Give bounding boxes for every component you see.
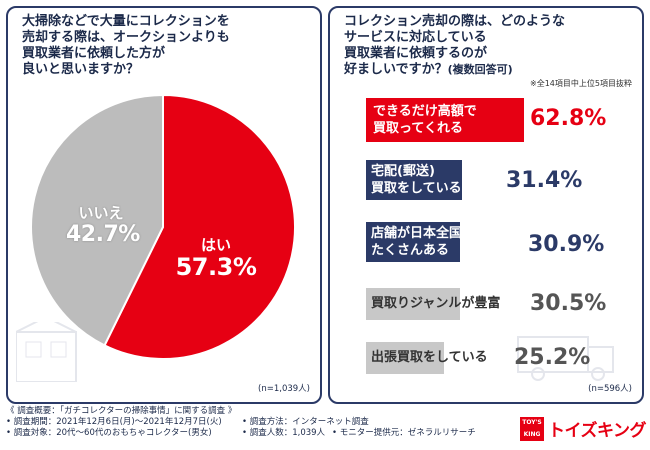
left-question-line: 売却する際は、オークションよりも bbox=[22, 30, 230, 45]
bar-1: できるだけ高額で 買取ってくれる bbox=[366, 98, 524, 142]
bar-3-label-line: 店舗が日本全国に bbox=[371, 226, 476, 241]
bar-1-label-line: できるだけ高額で bbox=[373, 104, 477, 119]
bar-1-label-line: 買取ってくれる bbox=[373, 121, 463, 136]
logo-text: トイズキング bbox=[548, 421, 646, 441]
bar-3-label-line: たくさんある bbox=[371, 243, 450, 258]
left-sample-size: (n=1,039人) bbox=[258, 384, 310, 394]
right-sample-size: (n=596人) bbox=[588, 384, 632, 394]
pie-slice-yes bbox=[103, 93, 296, 360]
background-truck-illustration bbox=[517, 336, 614, 381]
pie-chart bbox=[30, 93, 296, 360]
pie-label-yes-name: はい bbox=[200, 236, 231, 254]
bar-2-label-line: 宅配(郵送) bbox=[371, 164, 435, 179]
right-question: コレクション売却の際は、どのような サービスに対応している 買取業者に依頼するの… bbox=[344, 14, 565, 78]
left-question-line: 大掃除などで大量にコレクションを bbox=[22, 14, 230, 29]
pie-label-yes: はい 57.3% bbox=[173, 236, 259, 280]
footer-method: • 調査方法：インターネット調査 bbox=[242, 417, 369, 427]
pie-slice-no bbox=[30, 93, 164, 347]
logo-box: TOY'S KING bbox=[520, 417, 544, 441]
bar-2-label-line: 買取をしている bbox=[371, 181, 462, 196]
bar-4-value: 30.5% bbox=[530, 291, 607, 316]
bar-5-value: 25.2% bbox=[514, 345, 591, 370]
bar-4: 買取りジャンルが豊富 bbox=[366, 288, 501, 320]
footer-target: • 調査対象：20代～60代のおもちゃコレクター(男女) bbox=[6, 428, 212, 438]
right-question-line: サービスに対応している bbox=[344, 30, 487, 45]
right-panel: コレクション売却の際は、どのような サービスに対応している 買取業者に依頼するの… bbox=[328, 6, 644, 404]
left-question-line: 良いと思いますか？ bbox=[22, 62, 140, 77]
right-question-line: 買取業者に依頼するのが bbox=[344, 46, 488, 61]
left-question-line: 買取業者に依頼した方が bbox=[22, 46, 166, 61]
footer-count: • 調査人数：1,039人 bbox=[242, 428, 326, 438]
pie-label-no-name: いいえ bbox=[78, 204, 124, 222]
background-house-illustration bbox=[16, 322, 77, 382]
footer-provider: • モニター提供元：ゼネラルリサーチ bbox=[332, 428, 476, 438]
right-question-sub: (複数回答可) bbox=[447, 63, 513, 76]
bar-5: 出張買取をしている bbox=[366, 342, 488, 374]
left-question: 大掃除などで大量にコレクションを 売却する際は、オークションよりも 買取業者に依… bbox=[22, 14, 230, 78]
bar-3-value: 30.9% bbox=[528, 232, 605, 257]
pie-label-no-value: 42.7% bbox=[66, 222, 140, 247]
footer-period: • 調査期間：2021年12月6日(月)～2021年12月7日(火) bbox=[6, 417, 222, 427]
right-question-line: コレクション売却の際は、どのような bbox=[344, 14, 566, 29]
footer-title: 《 調査概要：「ガチコレクターの掃除事情」に関する調査 》 bbox=[6, 406, 237, 416]
pie-label-yes-value: 57.3% bbox=[175, 253, 257, 281]
bar-2-value: 31.4% bbox=[506, 168, 583, 193]
right-note: ※全14項目中上位5項目抜粋 bbox=[530, 79, 632, 88]
right-question-line-text: 好ましいですか？ bbox=[344, 62, 448, 77]
right-question-line: 好ましいですか？(複数回答可) bbox=[344, 62, 565, 78]
pie-label-no: いいえ 42.7% bbox=[66, 204, 140, 248]
bar-2: 宅配(郵送) 買取をしている bbox=[366, 160, 462, 200]
bar-1-value: 62.8% bbox=[530, 106, 607, 131]
bar-4-label-line: 買取りジャンルが豊富 bbox=[371, 296, 501, 311]
bar-5-label-line: 出張買取をしている bbox=[371, 350, 488, 365]
bar-3: 店舗が日本全国に たくさんある bbox=[366, 222, 476, 262]
toys-king-logo: TOY'S KING トイズキング bbox=[520, 415, 646, 443]
left-panel: 大掃除などで大量にコレクションを 売却する際は、オークションよりも 買取業者に依… bbox=[6, 6, 322, 404]
